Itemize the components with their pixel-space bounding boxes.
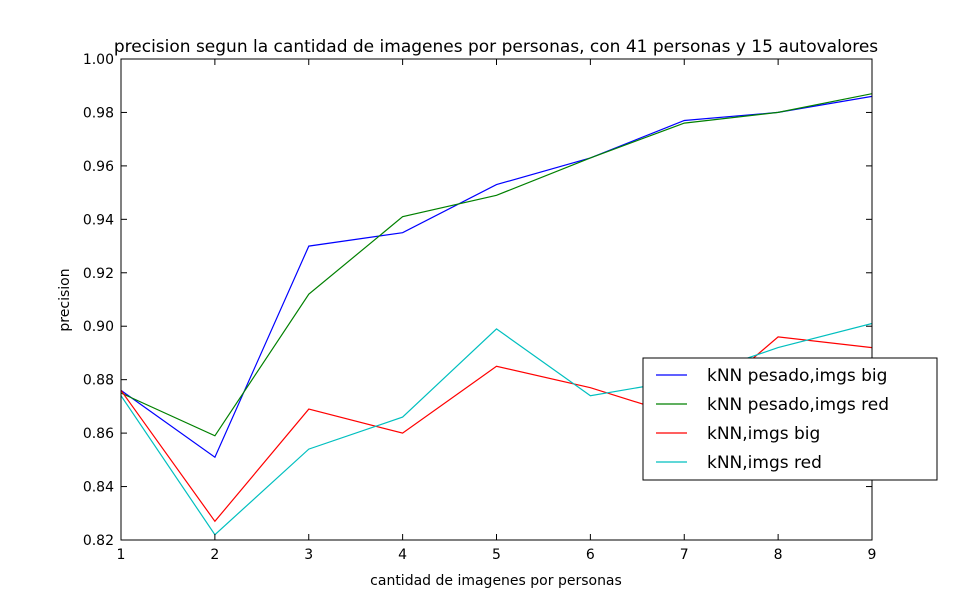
legend-label: kNN,imgs red [707, 453, 822, 473]
x-tick-label: 3 [304, 547, 313, 563]
y-tick-label: 0.90 [83, 319, 114, 335]
legend-label: kNN pesado,imgs red [707, 395, 889, 415]
y-tick-label: 0.98 [83, 105, 114, 121]
y-tick-label: 1.00 [83, 52, 114, 68]
y-axis-label: precision [57, 268, 73, 331]
y-tick-label: 0.92 [83, 266, 114, 282]
y-tick-label: 0.94 [83, 212, 114, 228]
chart-title: precision segun la cantidad de imagenes … [114, 37, 878, 57]
y-tick-label: 0.86 [83, 426, 114, 442]
y-tick-label: 0.82 [83, 533, 114, 549]
x-tick-label: 1 [117, 547, 126, 563]
x-tick-label: 5 [492, 547, 501, 563]
legend-label: kNN,imgs big [707, 424, 820, 444]
series-line-1 [121, 95, 872, 459]
y-tick-label: 0.84 [83, 480, 114, 496]
x-tick-label: 2 [210, 547, 219, 563]
x-axis-label: cantidad de imagenes por personas [370, 573, 622, 589]
series-line-2 [121, 93, 872, 437]
legend-label: kNN pesado,imgs big [707, 366, 887, 386]
plot-area: 1 2 3 4 5 6 7 8 9 0.82 0.84 0.86 0.88 0.90 0.92 0.94 0.9… [83, 52, 938, 563]
legend: kNN pesado,imgs big kNN pesado,imgs red kN… [642, 357, 938, 481]
y-tick-label: 0.88 [83, 373, 114, 389]
x-tick-label: 6 [586, 547, 595, 563]
x-tick-label: 8 [774, 547, 783, 563]
y-tick-label: 0.96 [83, 159, 114, 175]
x-tick-label: 7 [680, 547, 689, 563]
legend-box [642, 357, 938, 481]
x-tick-label: 4 [398, 547, 407, 563]
x-tick-label: 9 [868, 547, 877, 563]
